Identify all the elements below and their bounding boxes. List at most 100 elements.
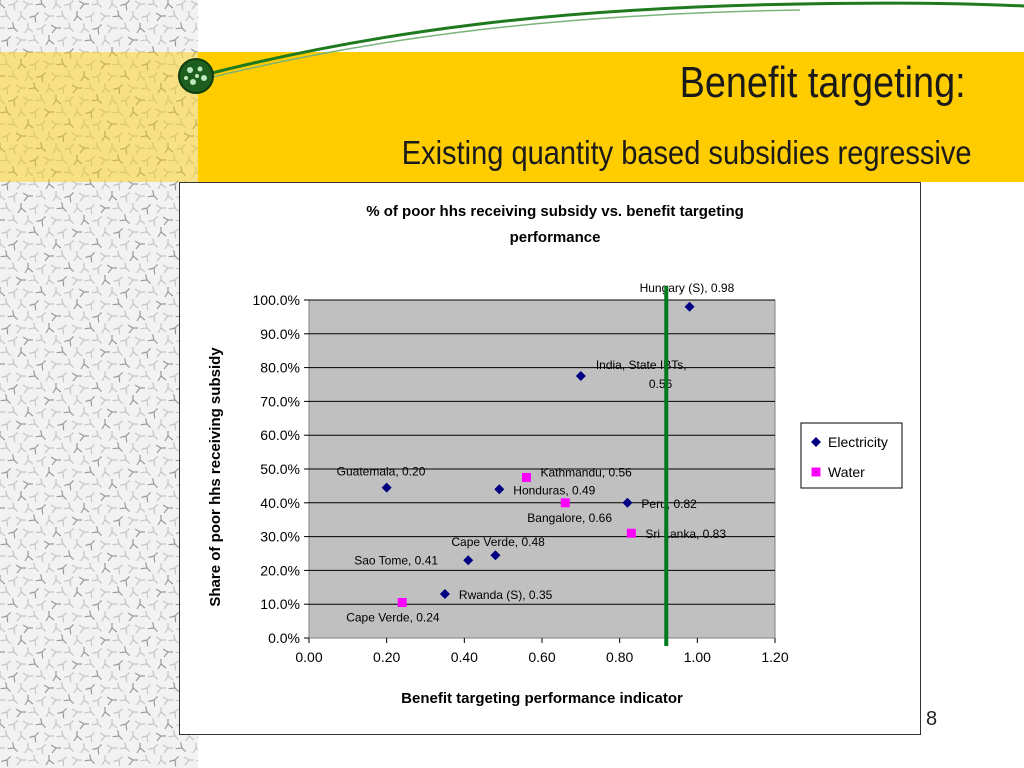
pattern-glyph (148, 312, 158, 323)
pattern-glyph (106, 360, 117, 370)
pattern-glyph (169, 612, 179, 623)
pattern-glyph (190, 96, 198, 106)
y-tick-label: 40.0% (260, 495, 300, 511)
pattern-glyph (56, 490, 67, 500)
chart-title-line: performance (510, 229, 601, 246)
pattern-glyph (24, 263, 34, 274)
pattern-glyph (85, 588, 95, 599)
pattern-glyph (80, 407, 90, 418)
pattern-glyph (0, 696, 5, 706)
pattern-glyph (0, 394, 11, 404)
pattern-glyph (1, 612, 11, 623)
pattern-glyph (28, 418, 39, 428)
pattern-glyph (190, 0, 198, 10)
pattern-glyph (113, 660, 123, 671)
pattern-glyph (99, 492, 110, 502)
pattern-glyph (85, 492, 95, 503)
pattern-glyph (8, 144, 18, 155)
pattern-glyph (52, 287, 62, 298)
pattern-glyph (0, 634, 11, 644)
pattern-glyph (78, 144, 89, 154)
pattern-glyph (8, 0, 18, 11)
pattern-glyph (134, 144, 145, 154)
pattern-glyph (134, 96, 145, 106)
pattern-glyph (28, 82, 39, 92)
page-number: 8 (926, 708, 938, 730)
pattern-glyph (99, 60, 110, 70)
pattern-glyph (56, 154, 67, 164)
pattern-glyph (129, 635, 139, 646)
pattern-glyph (140, 754, 151, 764)
pattern-glyph (141, 252, 151, 263)
pattern-glyph (50, 648, 61, 658)
pattern-glyph (36, 360, 46, 371)
pattern-glyph (36, 312, 46, 323)
pattern-glyph (17, 443, 27, 454)
pattern-glyph (1, 468, 11, 479)
pattern-glyph (64, 672, 74, 683)
pattern-glyph (127, 516, 138, 526)
pattern-glyph (129, 539, 139, 550)
pattern-glyph (63, 694, 74, 704)
pattern-glyph (64, 192, 74, 203)
pattern-glyph (101, 755, 111, 766)
pattern-glyph (80, 215, 90, 226)
pattern-glyph (148, 504, 158, 515)
pattern-glyph (45, 755, 55, 766)
pattern-glyph (155, 684, 166, 694)
pattern-glyph (35, 286, 46, 296)
pattern-glyph (91, 190, 102, 200)
pattern-glyph (147, 574, 158, 584)
pattern-glyph (148, 168, 158, 179)
pattern-glyph (119, 406, 130, 416)
pattern-glyph (141, 108, 151, 119)
pattern-glyph (101, 323, 111, 334)
y-tick-label: 80.0% (260, 360, 300, 376)
pattern-glyph (141, 204, 151, 215)
pattern-glyph (0, 24, 5, 34)
pattern-glyph (22, 528, 33, 538)
pattern-glyph (157, 131, 167, 142)
pattern-glyph (0, 600, 5, 610)
pattern-glyph (73, 203, 83, 214)
pattern-glyph (57, 564, 67, 575)
y-tick-label: 10.0% (260, 596, 300, 612)
pattern-glyph (147, 46, 158, 56)
pattern-glyph (127, 564, 138, 574)
pattern-glyph (84, 274, 95, 284)
pattern-glyph (22, 720, 33, 730)
pattern-glyph (127, 756, 138, 766)
electricity-point (463, 555, 474, 566)
pattern-glyph (164, 431, 174, 442)
pattern-glyph (45, 35, 55, 46)
pattern-glyph (35, 622, 46, 632)
pattern-glyph (57, 132, 67, 143)
pattern-glyph (15, 660, 26, 670)
pattern-glyph (80, 71, 90, 82)
pattern-glyph (50, 312, 61, 322)
pattern-glyph (129, 251, 139, 262)
pattern-glyph (119, 550, 130, 560)
pattern-glyph (7, 454, 18, 464)
pattern-glyph (112, 442, 123, 452)
pattern-glyph (7, 502, 18, 512)
pattern-glyph (106, 264, 117, 274)
pattern-glyph (162, 600, 173, 610)
pattern-glyph (175, 22, 186, 32)
pattern-glyph (140, 514, 151, 524)
pattern-glyph (0, 383, 6, 393)
pattern-glyph (168, 154, 179, 164)
pattern-glyph (0, 456, 5, 466)
pattern-glyph (64, 576, 74, 587)
water-point (521, 472, 531, 482)
pattern-glyph (43, 300, 54, 310)
pattern-glyph (157, 755, 167, 766)
pattern-glyph (80, 311, 90, 322)
pattern-glyph (0, 312, 5, 322)
electricity-point (622, 497, 633, 508)
pattern-glyph (63, 118, 74, 128)
pattern-glyph (85, 444, 95, 455)
pattern-glyph (52, 47, 62, 58)
pattern-glyph (136, 167, 146, 178)
pattern-glyph (183, 36, 194, 46)
